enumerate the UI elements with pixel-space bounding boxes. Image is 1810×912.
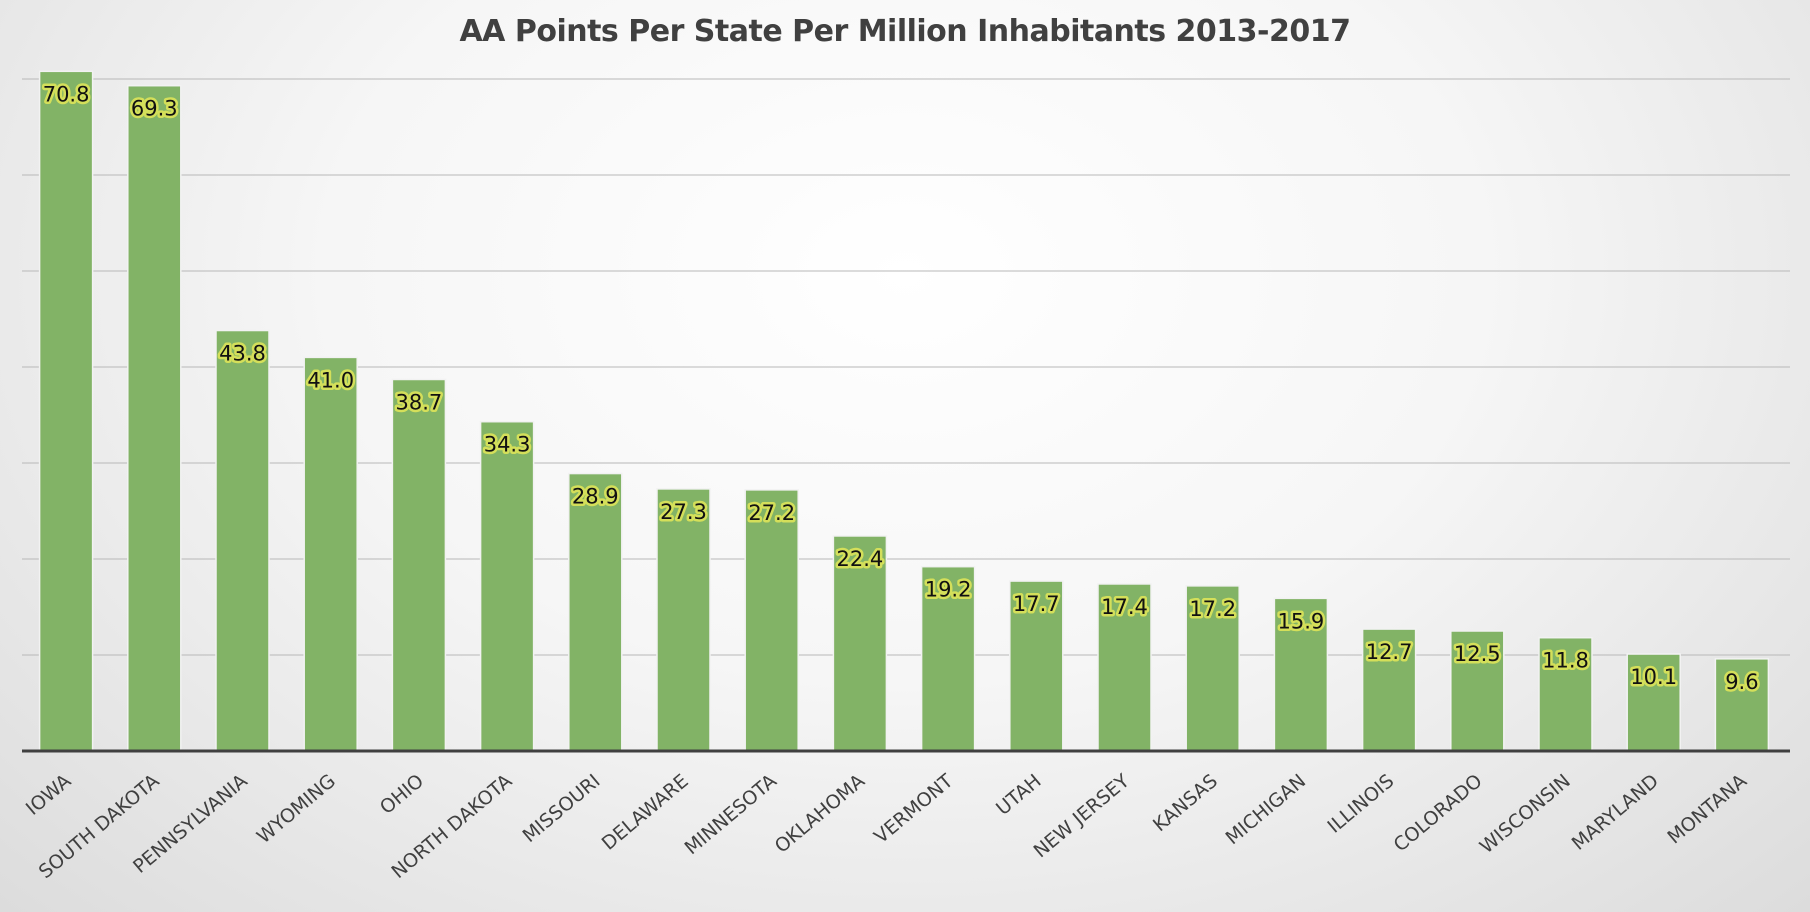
bar (391, 378, 447, 752)
bar (1097, 583, 1152, 752)
data-label: 22.4 (837, 547, 884, 571)
data-label: 27.2 (748, 501, 795, 525)
bar (215, 329, 270, 752)
x-tick-label: MINNESOTA (681, 770, 781, 859)
x-tick-label: ILLINOIS (1323, 770, 1398, 838)
x-tick-label: MARYLAND (1568, 770, 1663, 855)
data-label: 70.8 (43, 82, 90, 106)
x-tick-label: OKLAHOMA (771, 770, 869, 858)
bar (38, 70, 94, 752)
x-tick-label: MICHIGAN (1222, 770, 1311, 849)
bar (1626, 653, 1681, 752)
x-tick-label: WISCONSIN (1476, 770, 1575, 858)
chart-title: AA Points Per State Per Million Inhabita… (459, 14, 1351, 49)
data-label: 38.7 (396, 390, 443, 414)
x-tick-label: MONTANA (1664, 770, 1752, 849)
bar (127, 84, 182, 752)
data-label: 9.6 (1725, 670, 1758, 694)
x-tick-label: COLORADO (1390, 770, 1487, 856)
data-label: 69.3 (131, 97, 178, 121)
data-label: 41.0 (307, 368, 354, 392)
data-label: 15.9 (1278, 609, 1325, 633)
data-label: 17.2 (1189, 597, 1236, 621)
x-tick-label: DELAWARE (598, 770, 693, 855)
data-label: 12.5 (1454, 642, 1501, 666)
data-label: 43.8 (219, 342, 266, 366)
bar (1450, 630, 1505, 752)
data-label: 11.8 (1542, 649, 1589, 673)
data-label: 34.3 (484, 433, 531, 457)
bar (656, 488, 711, 752)
data-label: 27.3 (660, 500, 707, 524)
x-tick-label: OHIO (376, 770, 428, 819)
data-label: 28.9 (572, 485, 619, 509)
data-label: 17.4 (1101, 595, 1148, 619)
bar (1009, 580, 1064, 752)
data-label: 10.1 (1630, 665, 1677, 689)
bar (920, 565, 976, 752)
data-label: 12.7 (1366, 640, 1413, 664)
x-tick-label: WYOMING (253, 770, 340, 848)
x-tick-label: UTAH (992, 770, 1045, 820)
x-tick-label: NEW JERSEY (1030, 770, 1134, 863)
x-tick-label: VERMONT (870, 770, 958, 848)
x-tick-label: MISSOURI (519, 770, 605, 847)
data-label: 19.2 (925, 578, 972, 602)
bar (832, 535, 888, 752)
data-label: 17.7 (1013, 592, 1060, 616)
bar (744, 489, 799, 752)
bar (1185, 585, 1240, 752)
bar (479, 420, 535, 752)
bar (1714, 658, 1770, 752)
x-tick-label: IOWA (22, 770, 75, 820)
bar (1538, 636, 1593, 752)
bar (1361, 628, 1417, 752)
bar (303, 356, 358, 752)
x-tick-label: KANSAS (1149, 770, 1222, 836)
bar (568, 472, 623, 752)
